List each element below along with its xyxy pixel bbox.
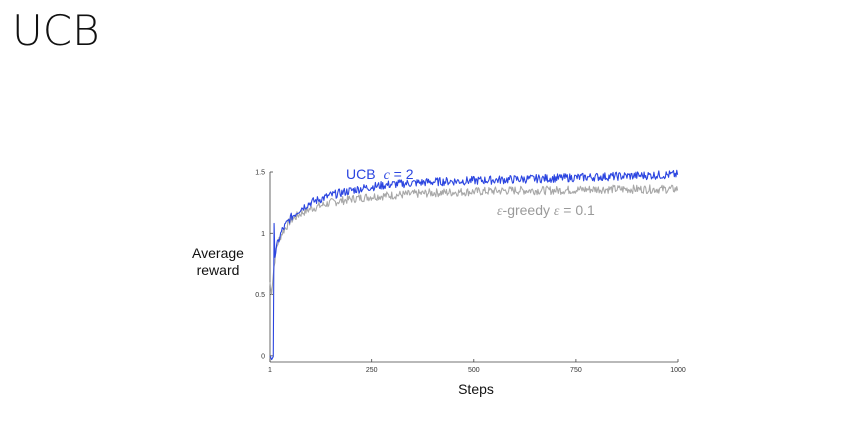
x-tick-label: 1000 bbox=[670, 367, 686, 374]
y-axis-label: reward bbox=[197, 262, 240, 278]
y-tick-label: 0.5 bbox=[255, 292, 265, 299]
x-tick-label: 500 bbox=[468, 367, 480, 374]
series-label-part: -greedy bbox=[503, 202, 554, 218]
slide-title: UCB bbox=[12, 6, 100, 55]
series-label-part: ε bbox=[554, 204, 560, 219]
y-tick-label: 0 bbox=[261, 353, 265, 360]
series-label-part: = 2 bbox=[390, 166, 414, 182]
series-label-part: c bbox=[384, 168, 391, 183]
series-line-0 bbox=[269, 169, 679, 361]
x-axis-label: Steps bbox=[458, 381, 494, 397]
x-tick-label: 250 bbox=[366, 367, 378, 374]
series-label-part: ε bbox=[497, 204, 503, 219]
series-label-part: UCB bbox=[346, 166, 376, 182]
series-label-part: = 0.1 bbox=[559, 202, 595, 218]
series-line-1 bbox=[269, 184, 679, 296]
series-label-ucb: UCB c = 2 bbox=[346, 166, 414, 183]
chart-series bbox=[269, 169, 679, 361]
chart-axes: 0 0.5 1 1.5 1 250 500 750 1000 bbox=[255, 170, 686, 375]
x-tick-label: 1 bbox=[268, 367, 272, 374]
x-tick-label: 750 bbox=[570, 367, 582, 374]
y-axis-label: Average bbox=[192, 245, 244, 261]
series-label-greedy: ε-greedy ε = 0.1 bbox=[497, 202, 595, 219]
y-tick-label: 1 bbox=[261, 231, 265, 238]
y-tick-label: 1.5 bbox=[255, 170, 265, 177]
